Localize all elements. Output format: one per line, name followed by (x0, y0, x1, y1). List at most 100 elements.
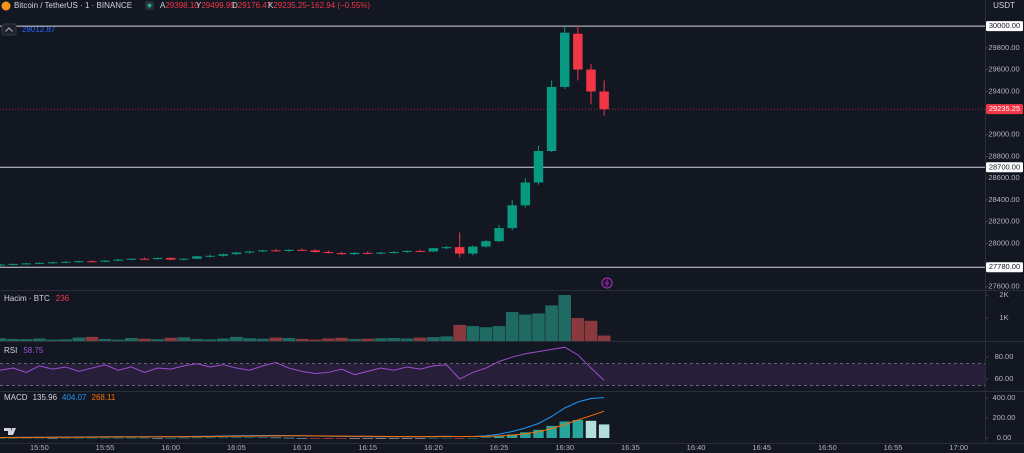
candle-body (310, 250, 320, 252)
candle-body (21, 263, 31, 265)
y-tick-label: 0.00 (997, 433, 1012, 442)
ohlc-value: 29398.10 (165, 1, 199, 10)
x-tick-label: 16:10 (293, 443, 312, 452)
pane-legend: Hacim · BTC 236 (4, 294, 70, 303)
volume-bar (19, 339, 33, 341)
volume-bar (256, 338, 269, 341)
volume-bar (361, 338, 375, 341)
macd-histogram-bar (126, 437, 137, 439)
macd-histogram-bar (218, 437, 229, 439)
pane-legend: MACD 135.96 404.07 268.11 (4, 393, 116, 402)
volume-bar (348, 338, 361, 341)
candle-body (113, 259, 123, 261)
macd-histogram-bar (480, 437, 492, 438)
macd-histogram-bar (546, 425, 557, 438)
volume-bar (151, 339, 164, 341)
candle-body (546, 86, 557, 152)
currency[interactable]: USDT (993, 1, 1015, 10)
y-tick-label: 28000.00 (988, 238, 1019, 247)
macd-histogram-bar (585, 420, 597, 438)
volume-bar (6, 338, 20, 341)
macd-histogram-bar (441, 437, 452, 439)
volume-bar (453, 324, 466, 341)
macd-histogram-bar (323, 438, 334, 439)
candle-body (586, 69, 596, 92)
macd-histogram-bar (467, 438, 479, 439)
y-tick-label: 29800.00 (988, 43, 1019, 52)
candle-body (297, 249, 307, 251)
volume-bar (413, 337, 427, 341)
candle-body (192, 256, 202, 259)
macd-histogram-bar (454, 438, 465, 439)
candle-body (415, 250, 425, 252)
macd-histogram-bar (7, 437, 19, 439)
pane-readout: 268.11 (92, 393, 116, 402)
macd-histogram-bar (493, 436, 505, 438)
volume-bar (505, 312, 519, 341)
macd-histogram-bar (112, 437, 124, 439)
macd-histogram-bar (270, 437, 282, 439)
event-icon[interactable] (601, 277, 613, 289)
macd-histogram-bar (428, 437, 439, 439)
volume-bar (125, 338, 138, 341)
ohlc-item: Y29499.99 (196, 1, 235, 10)
y-tick-label: 400.00 (993, 393, 1016, 402)
pane-readout: 135.96 (33, 393, 58, 402)
macd-histogram-bar (375, 438, 387, 439)
candle-body (507, 205, 517, 229)
candle-body (284, 249, 294, 251)
collapse-button[interactable] (1, 23, 17, 36)
macd-histogram-bar (257, 437, 268, 438)
macd-histogram-bar (191, 437, 203, 439)
candle-body (323, 251, 334, 254)
collapse-icon (5, 27, 13, 32)
x-tick-label: 16:25 (490, 443, 509, 452)
y-tick-label: 28600.00 (988, 173, 1019, 182)
y-tick-label: 1K (999, 313, 1008, 322)
y-tick-label: 28800.00 (988, 151, 1019, 160)
volume-bar (203, 339, 217, 341)
pane-readout: 58.75 (23, 346, 44, 355)
volume-bar (597, 335, 611, 341)
candle-body (336, 253, 347, 255)
y-tick-label: 29000.00 (988, 130, 1019, 139)
volume-bar (269, 337, 283, 341)
macd-histogram-bar (520, 432, 531, 438)
candle-body (87, 261, 97, 263)
candle-body (481, 241, 491, 247)
candle-body (231, 252, 242, 255)
candle-body (402, 250, 412, 252)
candle-body (560, 32, 570, 87)
logo[interactable] (4, 428, 16, 435)
x-tick-label: 16:50 (818, 443, 837, 452)
ohlc-key: Y (196, 1, 202, 10)
price-label: 28700.00 (989, 162, 1020, 171)
ohlc-value: 29176.47 (238, 1, 272, 10)
y-tick-label: 200.00 (993, 413, 1016, 422)
macd-histogram-bar (231, 437, 242, 438)
volume-bar (46, 339, 59, 341)
macd-histogram-bar (47, 437, 58, 439)
volume-bar (282, 338, 296, 341)
candle-body (573, 33, 583, 70)
candle-body (376, 252, 386, 254)
volume-bar (492, 326, 506, 341)
macd-histogram-bar (506, 434, 518, 438)
ohlc-key: D (232, 1, 238, 10)
x-tick-label: 15:55 (96, 443, 115, 452)
volume-bar (85, 336, 99, 341)
ohlc-value: 29499.99 (201, 1, 235, 10)
volume-bar (190, 338, 204, 341)
macd-histogram-bar (244, 437, 255, 438)
candle-body (166, 257, 176, 260)
pane-title: MACD (4, 393, 28, 402)
macd-histogram-bar (362, 438, 373, 439)
candle-body (34, 262, 45, 264)
y-tick-label: 28400.00 (988, 195, 1019, 204)
macd-histogram-bar (349, 438, 360, 439)
macd-histogram-bar (21, 437, 32, 439)
volume-bar (295, 338, 309, 341)
x-tick-label: 16:20 (424, 443, 443, 452)
